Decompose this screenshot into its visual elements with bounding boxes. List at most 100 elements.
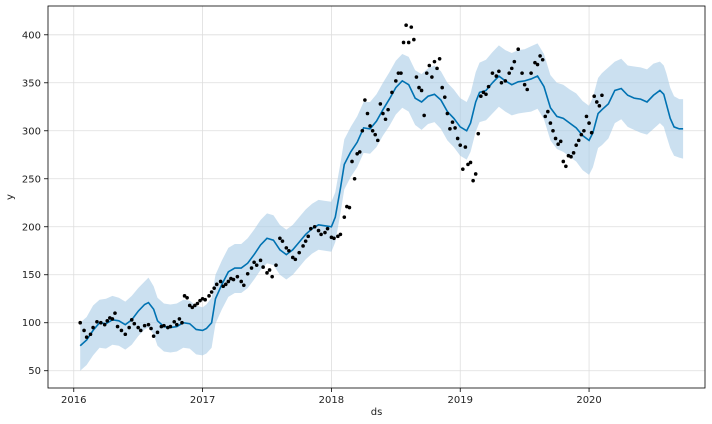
observed-point: [386, 107, 390, 112]
observed-point: [543, 114, 548, 119]
plot-frame: [47, 5, 706, 389]
observed-point: [561, 159, 566, 164]
observed-point: [290, 255, 295, 260]
x-axis-label: ds: [371, 407, 383, 418]
observed-point: [193, 303, 197, 308]
observed-point: [600, 93, 604, 98]
observed-point: [419, 88, 424, 93]
observed-point: [136, 325, 140, 330]
y-tick-label: 400: [22, 30, 41, 41]
observed-point: [221, 284, 225, 289]
observed-point: [490, 71, 495, 75]
observed-point: [185, 295, 189, 300]
observed-point: [558, 139, 563, 144]
x-tick-label: 2017: [190, 395, 215, 406]
observed-point: [520, 71, 524, 75]
observed-point: [471, 178, 475, 183]
observed-point: [453, 126, 457, 130]
observed-point: [155, 330, 160, 335]
observed-point: [503, 79, 508, 83]
observed-point: [182, 294, 187, 298]
observed-point: [440, 85, 445, 90]
observed-point: [151, 334, 156, 338]
observed-point: [461, 167, 465, 171]
observed-point: [245, 271, 250, 276]
observed-point: [529, 71, 533, 75]
observed-point: [223, 282, 228, 287]
observed-point: [274, 263, 278, 267]
observed-point: [84, 335, 89, 339]
observed-point: [357, 150, 362, 154]
observed-point: [168, 324, 173, 329]
observed-point: [525, 87, 530, 92]
observed-point: [226, 279, 231, 284]
observed-point: [88, 332, 93, 337]
observed-point: [576, 138, 581, 143]
observed-point: [381, 111, 385, 116]
observed-point: [162, 323, 166, 328]
observed-point: [450, 120, 455, 124]
observed-point: [172, 319, 177, 324]
observed-point: [175, 322, 179, 327]
observed-point: [218, 279, 223, 284]
observed-point: [129, 318, 134, 322]
observed-point: [445, 111, 450, 116]
observed-point: [399, 71, 403, 75]
observed-point: [448, 127, 452, 131]
observed-point: [261, 265, 265, 269]
observed-point: [458, 143, 463, 147]
observed-point: [363, 98, 367, 102]
y-tick-label: 150: [22, 270, 41, 281]
observed-point: [146, 322, 151, 327]
observed-point: [198, 298, 202, 303]
observed-point: [278, 236, 282, 241]
observed-point: [235, 274, 240, 279]
observed-point: [437, 56, 442, 61]
observed-point: [463, 145, 468, 149]
observed-point: [569, 154, 573, 159]
observed-point: [368, 124, 372, 128]
observed-point: [594, 100, 599, 104]
observed-point: [270, 274, 274, 279]
y-tick-label: 50: [28, 366, 41, 377]
observed-point: [113, 311, 117, 315]
observed-point: [195, 301, 200, 306]
observed-point: [336, 234, 340, 239]
observed-point: [584, 114, 589, 119]
observed-point: [587, 121, 591, 125]
observed-point: [473, 172, 478, 176]
observed-point: [209, 290, 214, 294]
x-tick-label: 2018: [319, 395, 344, 406]
y-tick-label: 350: [22, 78, 41, 89]
observed-point: [119, 328, 124, 333]
observed-point: [422, 113, 426, 118]
observed-point: [417, 85, 421, 90]
observed-point: [383, 117, 388, 122]
observed-point: [516, 47, 521, 51]
observed-point: [533, 60, 537, 65]
observed-point: [142, 323, 147, 328]
observed-point: [99, 320, 103, 325]
observed-point: [249, 266, 254, 270]
observed-point: [512, 59, 517, 64]
observed-point: [494, 74, 499, 78]
observed-point: [509, 66, 514, 71]
observed-point: [306, 234, 311, 239]
observed-point: [484, 92, 488, 97]
observed-point: [507, 71, 511, 75]
observed-point: [252, 260, 256, 265]
observed-point: [355, 152, 359, 156]
x-tick-label: 2016: [61, 395, 86, 406]
observed-point: [214, 282, 219, 287]
observed-point: [365, 111, 370, 116]
observed-point: [556, 142, 560, 147]
observed-point: [325, 226, 330, 231]
y-axis: 50 100 150 200 250 300 350 400: [22, 30, 48, 377]
observed-point: [574, 143, 578, 147]
observed-point: [82, 328, 86, 333]
observed-point: [497, 69, 501, 74]
observed-point: [390, 90, 394, 95]
y-axis-label: y: [5, 194, 16, 200]
observed-point: [284, 246, 289, 250]
observed-point: [323, 230, 327, 235]
